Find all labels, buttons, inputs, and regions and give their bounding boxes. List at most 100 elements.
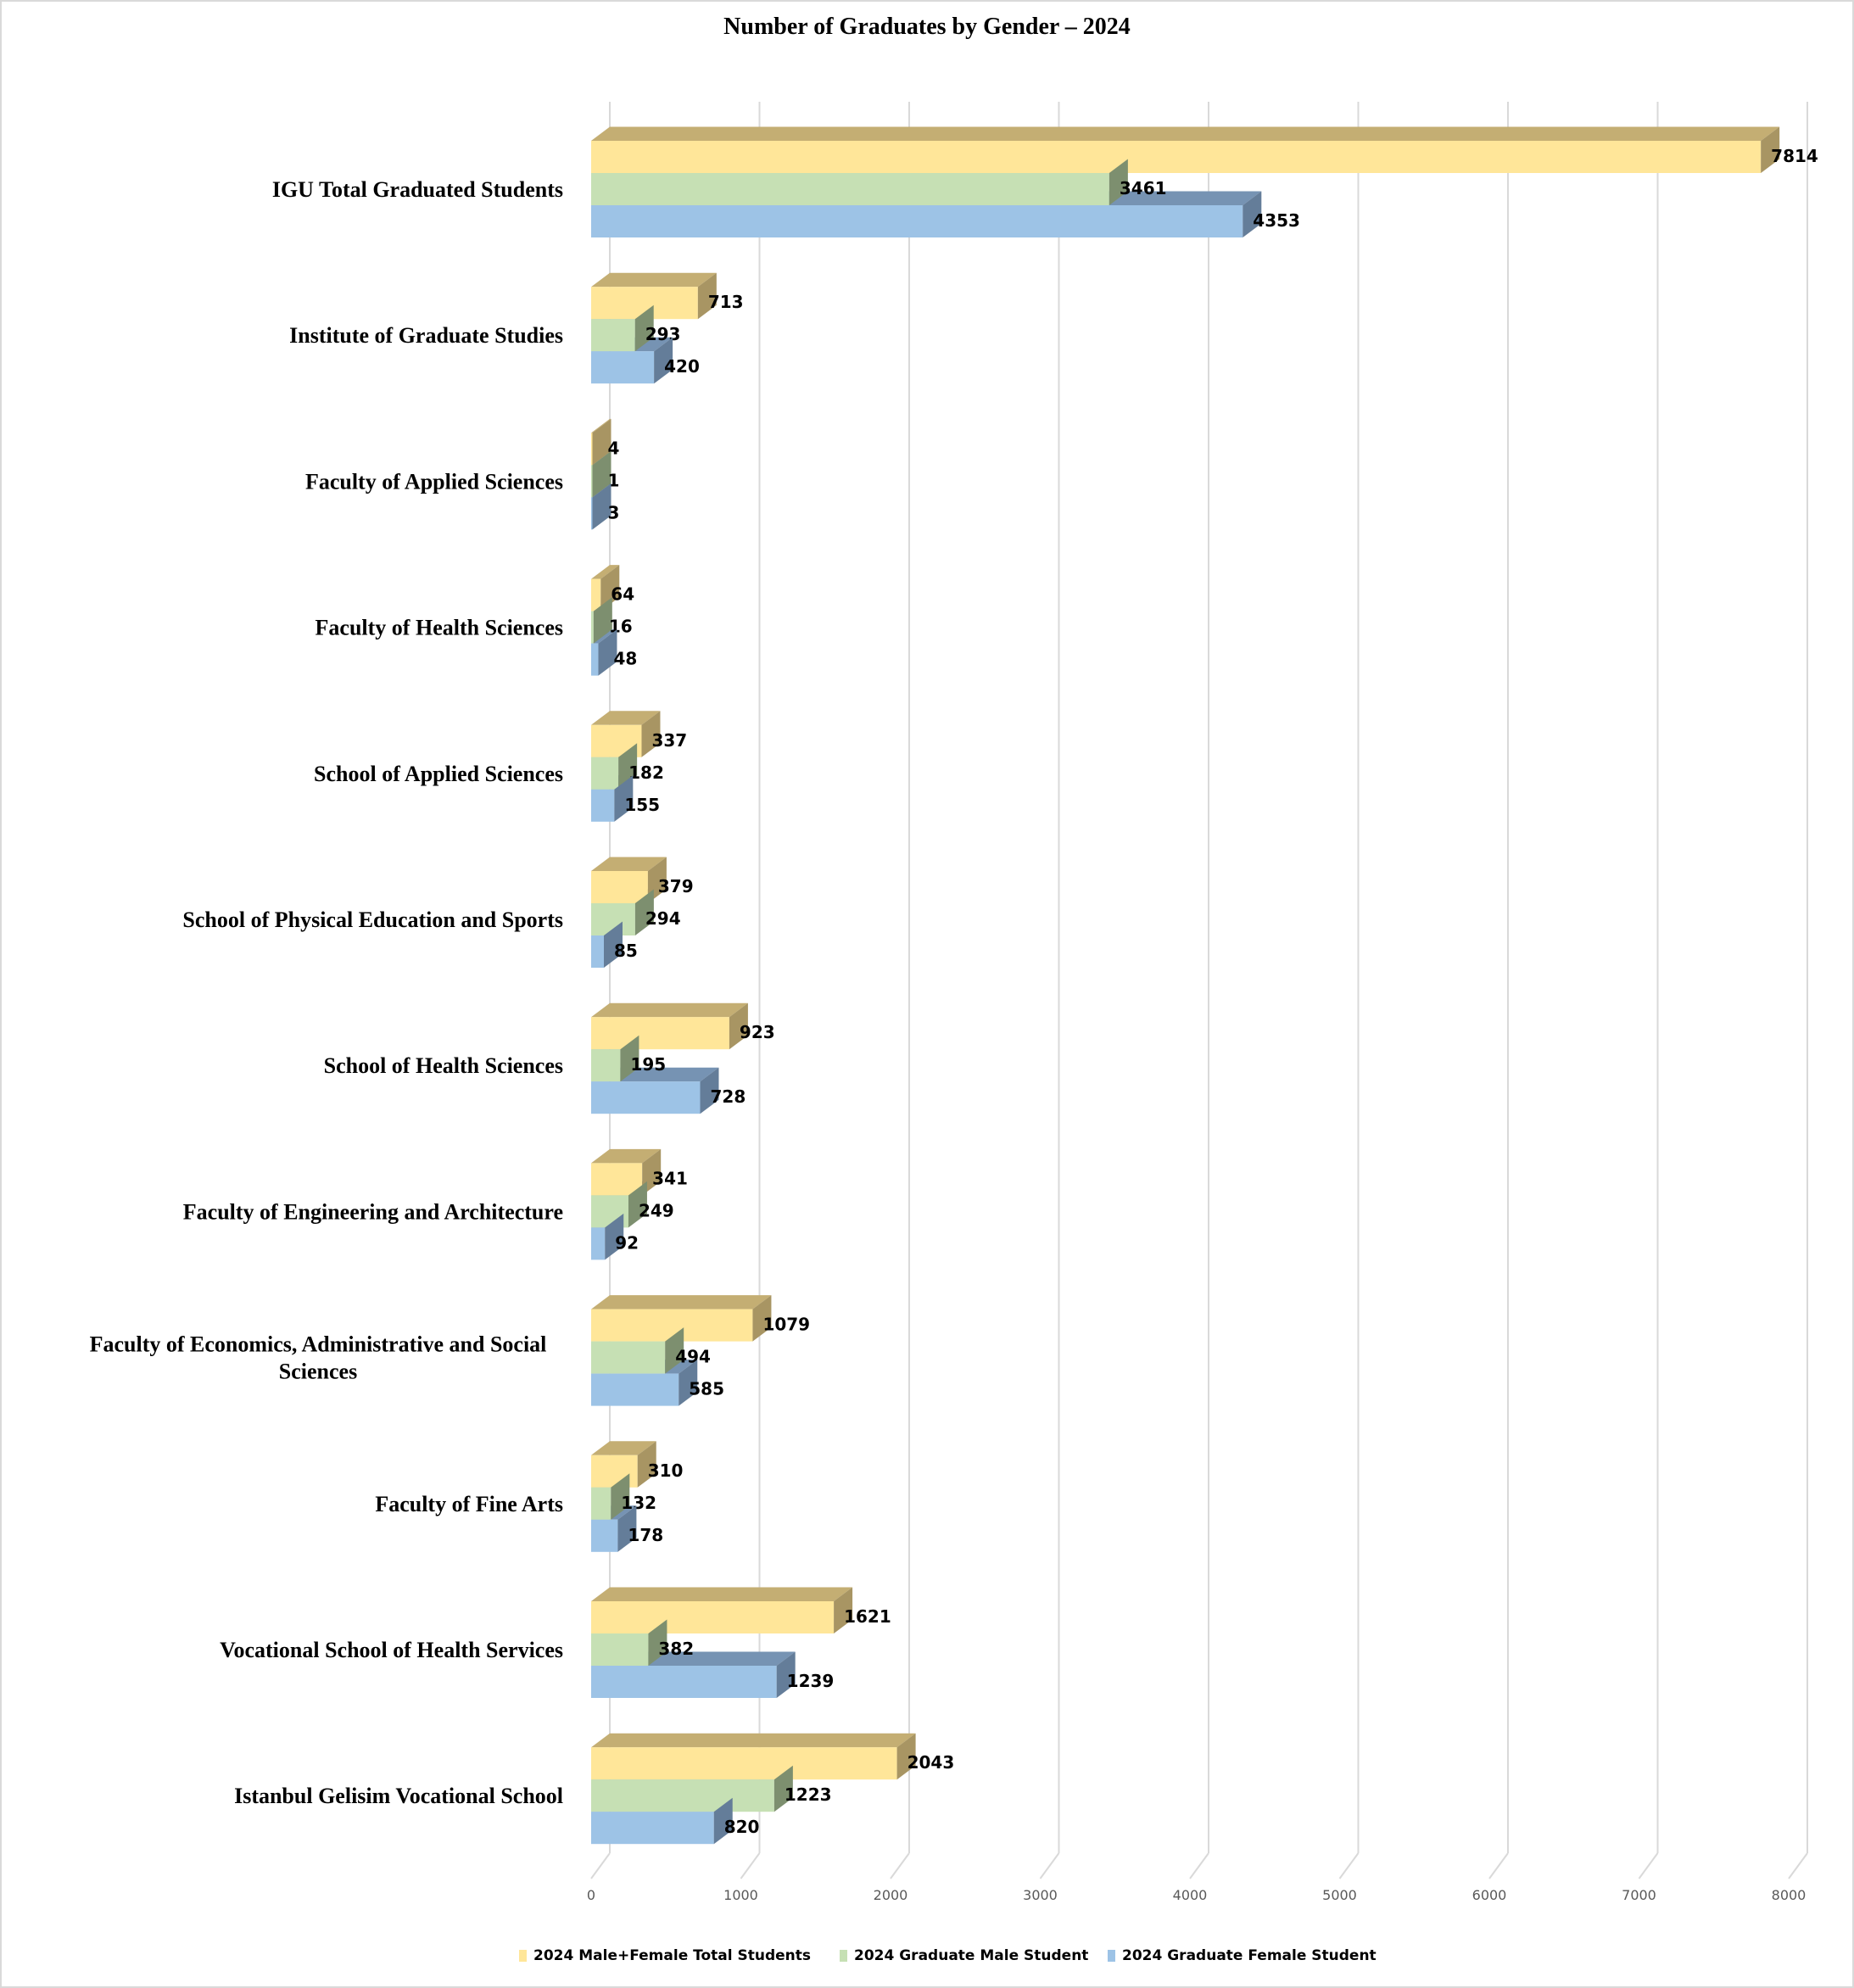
bar [591, 1373, 679, 1406]
bar [591, 1227, 606, 1260]
data-label: 1079 [762, 1315, 810, 1335]
bar-top-face [591, 418, 611, 433]
data-label: 337 [651, 730, 687, 751]
x-tick-label: 8000 [1772, 1887, 1807, 1903]
data-label: 1239 [787, 1671, 835, 1691]
bar [591, 1633, 649, 1666]
legend-swatch [1108, 1950, 1115, 1962]
x-tick-label: 4000 [1173, 1887, 1208, 1903]
bar [591, 1747, 897, 1780]
bar [591, 173, 1109, 205]
bar [591, 643, 599, 676]
data-label: 178 [628, 1525, 663, 1545]
bar-top-face [591, 126, 1780, 141]
data-label: 182 [628, 762, 664, 783]
data-label: 728 [710, 1086, 746, 1107]
bar [591, 1341, 666, 1374]
data-label: 3 [608, 502, 620, 522]
floor-gridline [1189, 1852, 1209, 1879]
bar [591, 465, 593, 498]
data-label: 155 [624, 795, 660, 815]
bar-side-face [1243, 191, 1262, 237]
bar [591, 1601, 835, 1633]
bar-side-face [634, 889, 654, 935]
floor-gridline [890, 1852, 910, 1879]
data-label: 249 [639, 1200, 674, 1220]
data-label: 923 [740, 1022, 775, 1042]
data-label: 293 [645, 324, 681, 344]
data-label: 341 [652, 1168, 688, 1188]
x-tick-label: 3000 [1023, 1887, 1058, 1903]
bar [591, 935, 605, 968]
data-label: 294 [645, 908, 681, 929]
bar-side-face [834, 1587, 853, 1633]
floor-gridline [1039, 1852, 1060, 1879]
bar-side-face [620, 1035, 639, 1082]
legend-label: 2024 Male+Female Total Students [533, 1947, 811, 1964]
data-label: 92 [615, 1232, 639, 1253]
data-label: 713 [708, 292, 744, 312]
bar-side-face [896, 1733, 916, 1780]
category-label: School of Health Sciences [324, 1053, 563, 1078]
data-label: 1621 [844, 1606, 891, 1627]
bar-side-face [611, 1473, 630, 1520]
category-label: Faculty of Economics, Administrative and… [90, 1332, 547, 1384]
floor-gridline [590, 1852, 611, 1879]
bar-top-face [591, 1587, 853, 1601]
data-label: 48 [613, 649, 637, 669]
data-label: 7814 [1771, 146, 1818, 166]
bar-side-face [1108, 159, 1128, 205]
category-label: School of Physical Education and Sports [182, 907, 563, 932]
data-label: 420 [664, 356, 700, 377]
x-tick-label: 7000 [1622, 1887, 1656, 1903]
bar-side-face [678, 1360, 698, 1406]
floor-gridline [1488, 1852, 1509, 1879]
bar [591, 141, 1762, 173]
bar [591, 497, 593, 530]
bar-side-face [713, 1797, 733, 1845]
data-label: 85 [614, 941, 638, 961]
data-label: 585 [689, 1379, 724, 1399]
bar-top-face [591, 1002, 748, 1018]
bar [591, 578, 601, 611]
bar [591, 1309, 753, 1342]
bar-side-face [593, 597, 612, 644]
category-label: Faculty of Engineering and Architecture [183, 1199, 563, 1224]
category-label: Faculty of Health Sciences [316, 616, 563, 640]
bar [591, 1666, 777, 1698]
data-label: 379 [658, 876, 694, 896]
bar [591, 1812, 714, 1845]
bar-top-face [591, 1295, 772, 1310]
bar [591, 789, 615, 822]
category-label: Faculty of Applied Sciences [305, 469, 563, 494]
bar [591, 1455, 638, 1488]
bar [591, 351, 655, 384]
bar-side-face [648, 1619, 667, 1666]
bar [591, 1049, 621, 1082]
bar-side-face [1761, 126, 1780, 173]
category-label: School of Applied Sciences [314, 762, 563, 786]
data-label: 820 [724, 1817, 760, 1837]
bar-top-face [591, 711, 661, 725]
data-label: 132 [621, 1493, 656, 1513]
bar-top-face [591, 565, 620, 579]
bar-side-face [592, 483, 611, 530]
bar-side-face [700, 1067, 719, 1114]
category-label: Vocational School of Health Services [220, 1638, 563, 1662]
bar [591, 1487, 611, 1520]
bar [591, 1017, 729, 1050]
data-label: 3461 [1120, 178, 1167, 198]
category-label: Istanbul Gelisim Vocational School [234, 1784, 563, 1808]
bar-top-face [591, 857, 667, 871]
x-tick-label: 2000 [874, 1887, 908, 1903]
bar-side-face [665, 1327, 684, 1374]
data-label: 2043 [907, 1752, 955, 1773]
bar [591, 1519, 618, 1552]
data-label: 195 [630, 1054, 666, 1075]
bar-top-face [591, 1733, 916, 1748]
bar-side-face [641, 711, 661, 757]
x-tick-label: 0 [587, 1887, 595, 1903]
category-label: IGU Total Graduated Students [272, 177, 563, 202]
